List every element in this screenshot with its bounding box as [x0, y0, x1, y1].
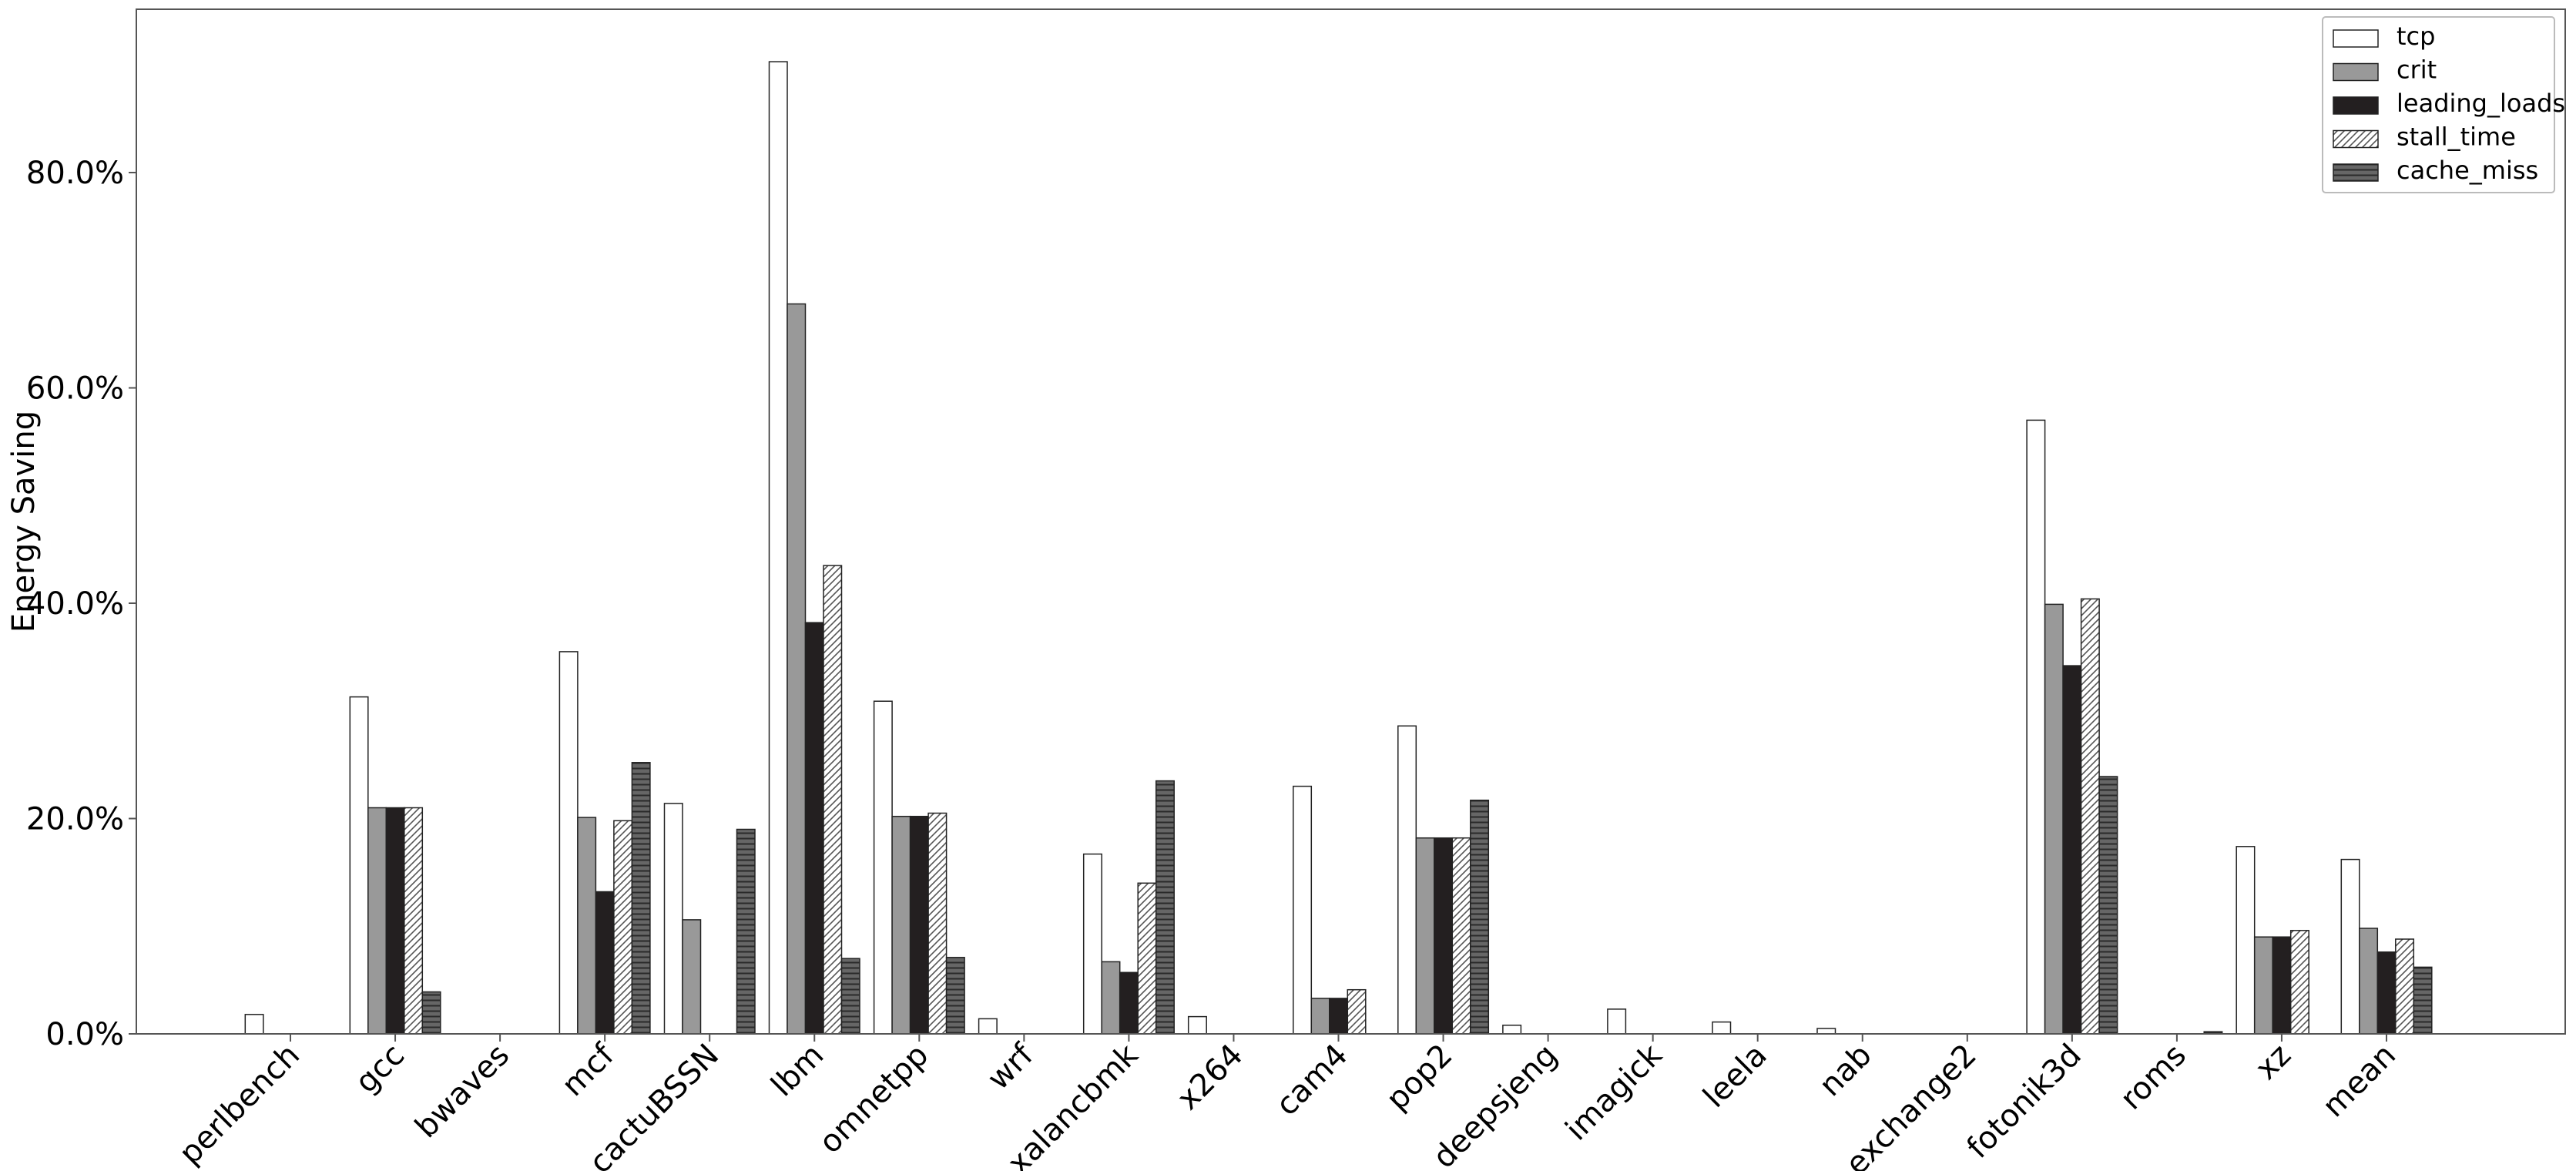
bar-crit-fotonik3d: [2044, 603, 2064, 1035]
bar-leading_loads-cam4: [1329, 998, 1349, 1035]
bar-leading_loads-xalancbmk: [1119, 971, 1139, 1035]
y-tick-label: 40.0%: [26, 586, 124, 622]
legend-label-leading_loads: leading_loads: [2397, 89, 2565, 118]
x-tick-label: perlbench: [173, 1038, 307, 1171]
legend: tcp crit leading_loads stall_time cache_miss: [2322, 16, 2565, 193]
legend-box: [2322, 16, 2555, 193]
bar-leading_loads-gcc: [385, 807, 405, 1035]
bar-crit-pop2: [1415, 837, 1435, 1035]
x-tick-label: mean: [2316, 1038, 2403, 1125]
bar-leading_loads-xz: [2272, 936, 2292, 1035]
bar-stall_time-xz: [2289, 930, 2309, 1035]
bar-stall_time-mcf: [613, 820, 633, 1035]
bar-crit-xalancbmk: [1101, 961, 1121, 1035]
bar-stall_time-cam4: [1347, 988, 1367, 1035]
y-tick-label: 0.0%: [45, 1017, 124, 1052]
bar-tcp-deepsjeng: [1502, 1025, 1522, 1035]
x-tick-label: wrf: [981, 1037, 1041, 1097]
x-tick-label: imagick: [1559, 1037, 1670, 1148]
bar-crit-mean: [2359, 928, 2379, 1035]
bar-crit-gcc: [367, 807, 387, 1035]
bar-tcp-mcf: [558, 651, 579, 1035]
bar-cache_miss-cactuBSSN: [736, 828, 756, 1035]
legend-swatch-stall_time: [2333, 129, 2379, 149]
bar-cache_miss-mcf: [631, 762, 651, 1035]
bar-stall_time-gcc: [404, 807, 424, 1035]
legend-swatch-crit: [2333, 62, 2379, 82]
bar-tcp-cactuBSSN: [663, 803, 683, 1035]
bar-stall_time-mean: [2395, 938, 2415, 1035]
x-tick-label: leela: [1696, 1038, 1773, 1115]
bar-tcp-omnetpp: [873, 700, 893, 1035]
x-tick-label: xz: [2249, 1038, 2298, 1087]
bar-tcp-leela: [1712, 1021, 1732, 1035]
bar-stall_time-omnetpp: [927, 812, 948, 1035]
legend-label-cache_miss: cache_miss: [2397, 156, 2538, 185]
y-axis: 0.0% 20.0% 40.0% 60.0% 80.0%: [26, 156, 136, 1052]
x-tick-label: bwaves: [408, 1038, 516, 1146]
bar-stall_time-fotonik3d: [2080, 598, 2100, 1035]
bar-crit-omnetpp: [891, 815, 911, 1035]
bar-leading_loads-mean: [2376, 951, 2397, 1035]
bar-stall_time-xalancbmk: [1137, 882, 1157, 1035]
bar-cache_miss-xalancbmk: [1155, 780, 1175, 1035]
legend-label-crit: crit: [2397, 55, 2437, 85]
bar-tcp-perlbench: [244, 1014, 264, 1035]
y-tick-label: 80.0%: [26, 156, 124, 191]
bar-cache_miss-pop2: [1470, 799, 1490, 1035]
bar-tcp-xz: [2236, 846, 2256, 1035]
x-tick-label: lbm: [764, 1038, 830, 1104]
bar-cache_miss-lbm: [840, 958, 860, 1035]
x-tick-label: omnetpp: [813, 1038, 936, 1161]
bar-cache_miss-omnetpp: [945, 957, 965, 1035]
bar-leading_loads-mcf: [595, 891, 615, 1035]
x-tick-label: roms: [2114, 1038, 2193, 1117]
bar-leading_loads-pop2: [1434, 837, 1454, 1035]
bar-tcp-mean: [2340, 858, 2360, 1035]
legend-swatch-leading_loads: [2333, 96, 2379, 115]
bar-tcp-pop2: [1397, 725, 1417, 1035]
plot-frame: [136, 8, 2566, 1035]
bar-tcp-cam4: [1293, 785, 1313, 1035]
bar-crit-cam4: [1310, 998, 1330, 1035]
bar-leading_loads-lbm: [804, 622, 824, 1035]
x-tick-label: nab: [1813, 1038, 1879, 1104]
bar-crit-lbm: [787, 303, 807, 1035]
bar-tcp-imagick: [1607, 1008, 1627, 1035]
bar-crit-cactuBSSN: [682, 919, 702, 1035]
bar-tcp-xalancbmk: [1082, 853, 1102, 1035]
bar-crit-xz: [2253, 936, 2273, 1035]
x-tick-label: cam4: [1270, 1038, 1355, 1123]
bar-stall_time-pop2: [1451, 837, 1471, 1035]
bar-cache_miss-fotonik3d: [2098, 776, 2118, 1035]
bar-tcp-x264: [1187, 1015, 1207, 1035]
bar-crit-mcf: [577, 817, 597, 1035]
x-tick-label: fotonik3d: [1961, 1038, 2088, 1166]
bar-stall_time-lbm: [823, 565, 843, 1035]
x-tick-label: gcc: [349, 1038, 412, 1101]
bar-leading_loads-fotonik3d: [2062, 665, 2082, 1035]
legend-label-stall_time: stall_time: [2397, 122, 2516, 152]
bar-cache_miss-mean: [2413, 966, 2433, 1035]
bar-tcp-wrf: [978, 1018, 998, 1035]
bar-tcp-lbm: [768, 61, 788, 1035]
x-tick-label: pop2: [1380, 1038, 1460, 1118]
bar-cache_miss-gcc: [421, 991, 441, 1035]
legend-swatch-cache_miss: [2333, 163, 2379, 182]
legend-label-tcp: tcp: [2397, 22, 2435, 51]
x-tick-label: x264: [1170, 1038, 1249, 1117]
bar-tcp-fotonik3d: [2026, 419, 2046, 1035]
legend-swatch-tcp: [2333, 29, 2379, 48]
x-tick-label: mcf: [555, 1037, 622, 1103]
y-tick-label: 60.0%: [26, 371, 124, 407]
y-tick-label: 20.0%: [26, 802, 124, 837]
bar-tcp-nab: [1816, 1028, 1836, 1035]
y-axis-label: Energy Saving: [6, 411, 42, 632]
bars-group: [244, 61, 2433, 1035]
bar-tcp-gcc: [349, 696, 369, 1035]
bar-leading_loads-omnetpp: [909, 815, 929, 1035]
